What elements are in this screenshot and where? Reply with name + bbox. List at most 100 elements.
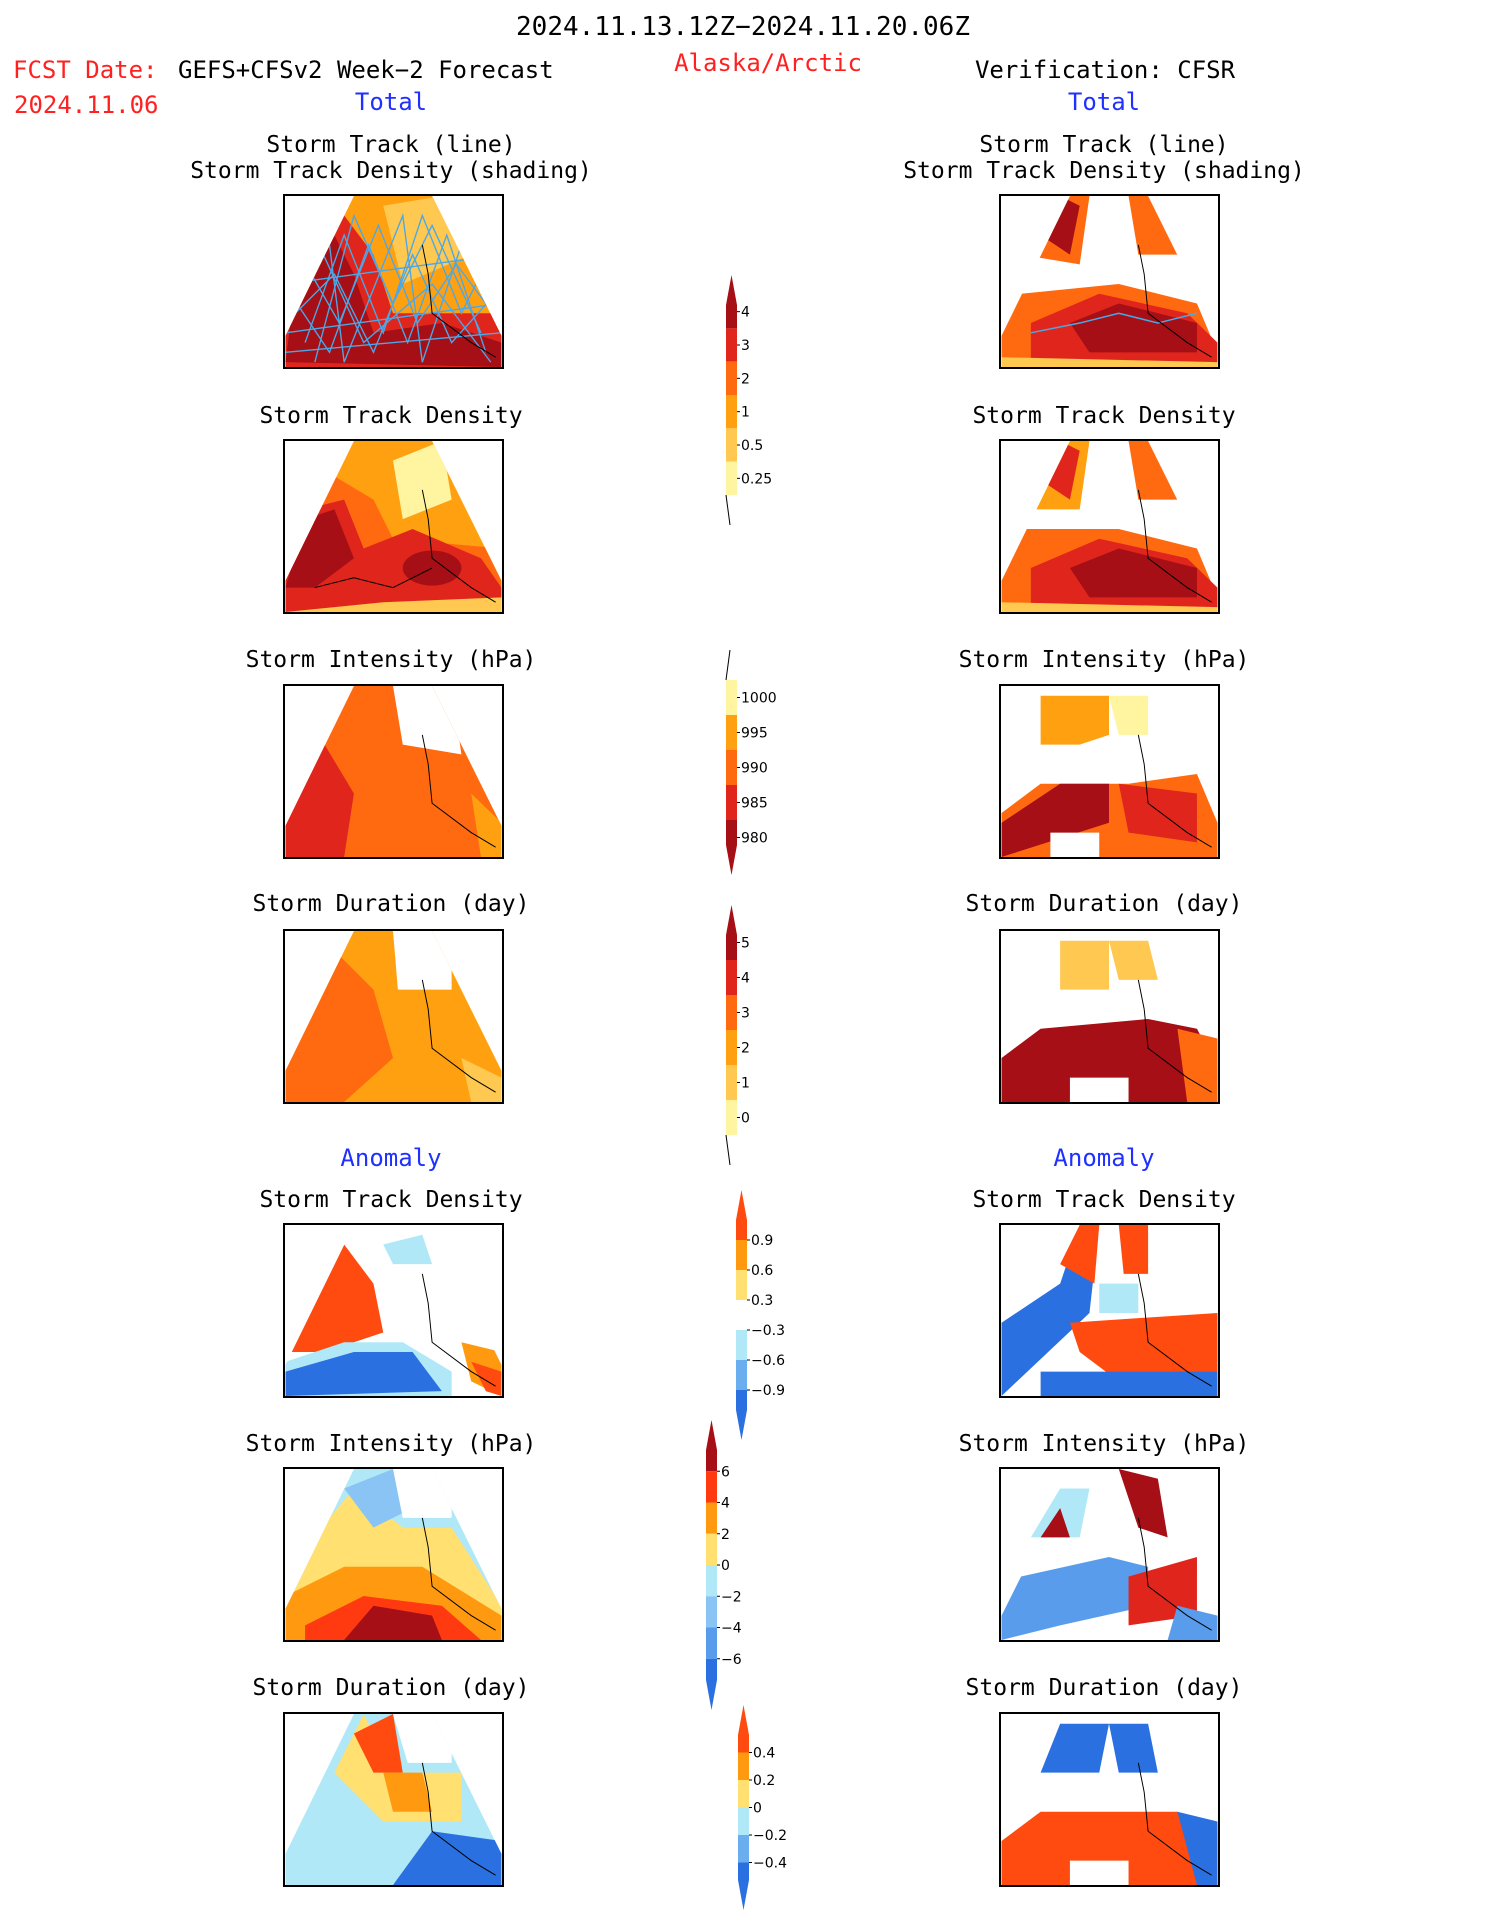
fcst-date-label: FCST Date: [13, 56, 158, 84]
colorbar-segment [736, 1330, 747, 1360]
colorbar-label: 4 [741, 305, 750, 321]
colorbar-label: 980 [741, 831, 768, 847]
colorbar-label: −0.6 [751, 1353, 785, 1369]
colorbar-segment [706, 1471, 717, 1503]
colorbar-label: 0 [753, 1801, 762, 1817]
colorbar-label: −4 [721, 1621, 742, 1637]
colorbar-segment [726, 750, 737, 785]
colorbar-segment [726, 680, 737, 715]
colorbar-segment [706, 1420, 717, 1472]
colorbar-label: 0 [741, 1111, 750, 1127]
colorbar-density-anomaly: 0.9 0.6 0.3 −0.3 −0.6 −0.9 [732, 1180, 792, 1454]
colorbar-segment [736, 1190, 747, 1240]
title-track-line-left: Storm Track (line) [266, 132, 516, 158]
colorbar-label: 1 [741, 1076, 750, 1092]
colorbar-intensity-total: 1000 995 990 985 980 [722, 649, 782, 889]
map-intensity-forecast [283, 684, 504, 859]
forecast-period: 2024.11.13.12Z−2024.11.20.06Z [516, 12, 970, 42]
title-duration-anom-left: Storm Duration (day) [252, 1675, 530, 1701]
forecast-model: GEFS+CFSv2 Week−2 Forecast [178, 56, 554, 84]
colorbar-segment [706, 1627, 717, 1659]
colorbar-segment [726, 905, 737, 960]
section-total-right: Total [1067, 88, 1141, 116]
colorbar-label: 2 [741, 371, 750, 387]
verification-label: Verification: CFSR [974, 56, 1236, 84]
colorbar-label: 2 [741, 1041, 750, 1057]
title-density-anom-left: Storm Track Density [259, 1187, 523, 1213]
region-title: Alaska/Arctic [674, 49, 862, 77]
title-density-left: Storm Track Density [259, 403, 523, 429]
colorbar-segment [726, 1065, 737, 1100]
colorbar-segment [736, 1300, 747, 1330]
colorbar-segment [726, 461, 737, 495]
map-density-anomaly-verification [999, 1223, 1220, 1398]
colorbar-label: 0.3 [751, 1293, 773, 1309]
colorbar-segment [738, 1752, 749, 1780]
colorbar-label: 6 [721, 1464, 730, 1480]
colorbar-segment [738, 1780, 749, 1808]
map-density-anomaly-forecast [283, 1223, 504, 1398]
title-track-shading-left: Storm Track Density (shading) [190, 158, 592, 184]
colorbar-intensity-anomaly: 6 4 2 0 −2 −4 −6 [702, 1410, 762, 1724]
colorbar-label: 3 [741, 338, 750, 354]
colorbar-label: 0 [721, 1558, 730, 1574]
colorbar-label: −6 [721, 1652, 742, 1668]
colorbar-segment [726, 1100, 737, 1135]
colorbar-segment [726, 960, 737, 995]
colorbar-label: 0.5 [741, 438, 763, 454]
colorbar-segment [738, 1705, 749, 1753]
title-duration-right: Storm Duration (day) [965, 891, 1243, 917]
colorbar-label: 995 [741, 726, 768, 742]
map-duration-anomaly-forecast [283, 1712, 504, 1887]
map-track-forecast [283, 194, 504, 369]
section-total-left: Total [354, 88, 428, 116]
colorbar-label: −0.4 [753, 1856, 787, 1872]
colorbar-label: 990 [741, 761, 768, 777]
colorbar-segment [706, 1658, 717, 1710]
colorbar-segment [706, 1533, 717, 1565]
map-density-forecast [283, 439, 504, 614]
title-density-anom-right: Storm Track Density [972, 1187, 1236, 1213]
colorbar-label: 5 [741, 936, 750, 952]
colorbar-segment [736, 1270, 747, 1300]
colorbar-segment [706, 1565, 717, 1597]
colorbar-segment [706, 1596, 717, 1628]
title-track-line-right: Storm Track (line) [979, 132, 1229, 158]
title-track-shading-right: Storm Track Density (shading) [903, 158, 1305, 184]
map-intensity-anomaly-verification [999, 1467, 1220, 1642]
colorbar-duration-total: 5 4 3 2 1 0 [722, 895, 782, 1169]
map-duration-verification [999, 929, 1220, 1104]
map-track-verification [999, 194, 1220, 369]
title-density-right: Storm Track Density [972, 403, 1236, 429]
colorbar-segment [726, 395, 737, 429]
colorbar-segment [726, 1030, 737, 1065]
colorbar-label: −0.2 [753, 1828, 787, 1844]
colorbar-label: 1 [741, 405, 750, 421]
title-intensity-left: Storm Intensity (hPa) [245, 647, 537, 673]
title-duration-left: Storm Duration (day) [252, 891, 530, 917]
colorbar-segment [726, 328, 737, 362]
colorbar-segment [726, 428, 737, 462]
colorbar-segment [726, 361, 737, 395]
colorbar-segment [736, 1360, 747, 1390]
colorbar-label: 0.2 [753, 1773, 775, 1789]
fcst-date: 2024.11.06 [14, 91, 159, 119]
colorbar-density-total: 4 3 2 1 0.5 0.25 [722, 265, 782, 529]
colorbar-segment [736, 1240, 747, 1270]
colorbar-label: 2 [721, 1527, 730, 1543]
colorbar-segment [738, 1862, 749, 1910]
title-intensity-anom-right: Storm Intensity (hPa) [958, 1431, 1250, 1457]
title-intensity-anom-left: Storm Intensity (hPa) [245, 1431, 537, 1457]
colorbar-label: −0.3 [751, 1323, 785, 1339]
colorbar-label: 4 [721, 1496, 730, 1512]
title-duration-anom-right: Storm Duration (day) [965, 1675, 1243, 1701]
colorbar-label: 0.6 [751, 1263, 773, 1279]
colorbar-label: 4 [741, 971, 750, 987]
map-intensity-anomaly-forecast [283, 1467, 504, 1642]
colorbar-label: 3 [741, 1006, 750, 1022]
colorbar-segment [736, 1390, 747, 1440]
colorbar-duration-anomaly: 0.4 0.2 0 −0.2 −0.4 [734, 1695, 794, 1924]
colorbar-segment [726, 820, 737, 875]
colorbar-label: 985 [741, 796, 768, 812]
colorbar-segment [738, 1835, 749, 1863]
